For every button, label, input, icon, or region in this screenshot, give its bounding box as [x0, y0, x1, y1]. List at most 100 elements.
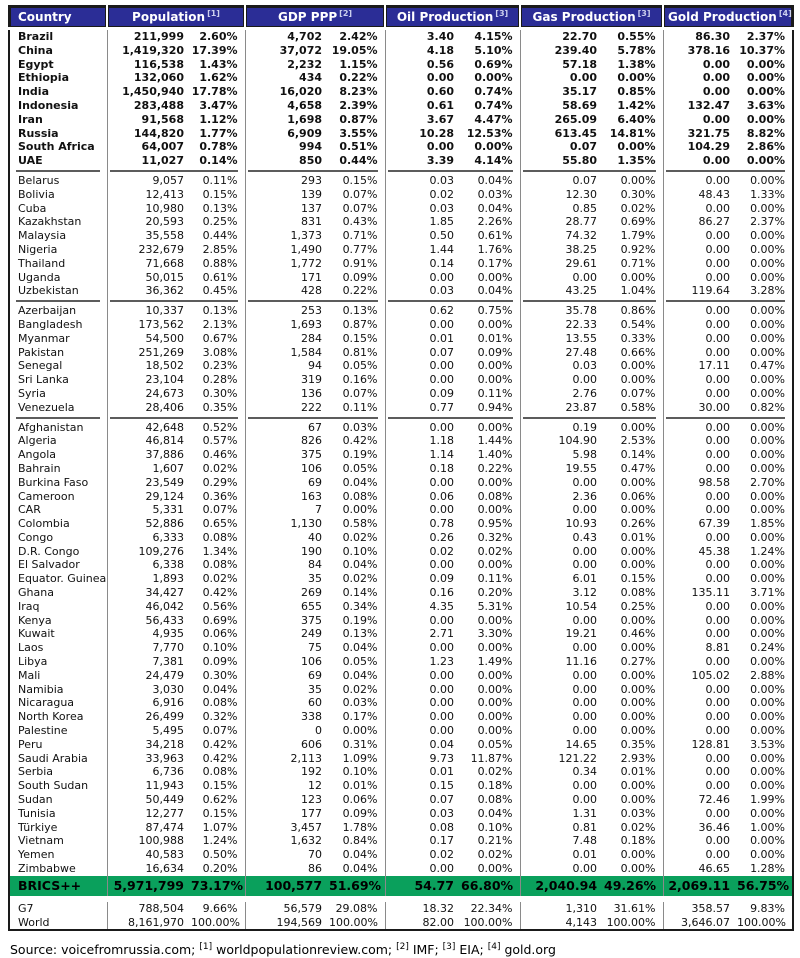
value-cell: 100,577	[244, 875, 330, 896]
value-cell: 0.87%	[342, 317, 378, 331]
value-cell: 0.02	[384, 848, 462, 863]
value-cell: 0.13%	[342, 304, 378, 318]
value-cell: 40,583	[106, 848, 191, 863]
value-cell: 26,499	[106, 710, 191, 725]
value-cell: 54,500	[106, 331, 191, 346]
value-cell: 0.10%	[342, 544, 378, 558]
table-row: Congo 6,333 0.08% 40 0.02% 0.26 0.32% 0.43 0.01%…	[9, 530, 793, 545]
value-cell: 1.04%	[620, 284, 656, 298]
value-cell: 0.00	[384, 724, 462, 738]
value-cell: 10.93	[519, 517, 605, 531]
table-row: El Salvador 6,338 0.08% 84 0.04% 0.00 0.00% 0.0…	[9, 558, 793, 573]
value-cell: 69	[244, 475, 330, 490]
value-cell: 34,218	[106, 737, 191, 752]
value-cell: 0.00	[662, 317, 738, 332]
value-cell: 2.76	[519, 386, 605, 401]
table-row: World 8,161,970 100.00% 194,569 100.00% 82.00…	[9, 915, 793, 931]
value-cell: 0.78	[384, 517, 462, 531]
value-cell: 0.00%	[620, 420, 656, 434]
value-cell: 19.55	[519, 461, 605, 476]
value-cell: 82.00	[384, 915, 462, 931]
country-cell: Russia	[18, 126, 59, 140]
value-cell: 434	[244, 71, 330, 86]
value-cell: 0.00	[662, 572, 738, 587]
value-cell: 0.74%	[474, 98, 513, 112]
value-cell: 0.00%	[750, 242, 786, 256]
value-cell: 0.07%	[620, 386, 656, 400]
country-cell: Pakistan	[18, 345, 65, 359]
value-cell: 269	[244, 586, 330, 600]
value-cell: 0.00	[662, 57, 738, 72]
value-cell: 5.98	[519, 448, 605, 462]
value-cell: 0.00	[519, 373, 605, 387]
value-cell: 50,449	[106, 793, 191, 807]
value-cell: 0.00%	[342, 503, 378, 517]
value-cell: 0.00	[662, 613, 738, 628]
value-cell: 1.49%	[477, 655, 513, 669]
value-cell: 0.00%	[477, 359, 513, 373]
value-cell: 1.24%	[750, 544, 786, 558]
value-cell: 0.00%	[750, 461, 786, 475]
country-cell: CAR	[18, 503, 41, 517]
value-cell: 4,658	[244, 98, 330, 113]
value-cell: 253	[244, 304, 330, 318]
value-cell: 14.65	[519, 737, 605, 752]
value-cell: 1.44	[384, 242, 462, 257]
value-cell: 35.78	[519, 304, 605, 318]
value-cell: 0.10%	[342, 765, 378, 779]
value-cell: 0.07%	[202, 503, 238, 517]
value-cell: 12,277	[106, 806, 191, 821]
value-cell: 17.78%	[191, 85, 238, 99]
country-cell: Bangladesh	[18, 317, 83, 331]
value-cell: 1.99%	[750, 793, 786, 807]
value-cell: 1,693	[244, 317, 330, 332]
value-cell: 375	[244, 613, 330, 628]
value-cell: 192	[244, 765, 330, 780]
value-cell: 0.17	[384, 834, 462, 849]
value-cell: 0.00	[662, 373, 738, 387]
value-cell: 23,104	[106, 373, 191, 387]
value-cell: 0.00%	[620, 779, 656, 793]
value-cell: 0.00	[519, 558, 605, 573]
value-cell: 19.21	[519, 627, 605, 642]
value-cell: 0.00%	[620, 724, 656, 738]
value-cell: 0.00	[662, 461, 738, 476]
value-cell: 37,072	[244, 43, 330, 58]
value-cell: 0.00%	[477, 373, 513, 387]
value-cell: 6,916	[106, 696, 191, 711]
value-cell: 35.17	[519, 85, 605, 99]
value-cell: 56,433	[106, 613, 191, 628]
table-row: Angola 37,886 0.46% 375 0.19% 1.14 1.40% 5.98 0.…	[9, 448, 793, 462]
value-cell: 0.00%	[620, 613, 656, 627]
table-row: Egypt 116,538 1.43% 2,232 1.15% 0.56 0.69% 57.1…	[9, 57, 793, 72]
value-cell: 338	[244, 710, 330, 725]
value-cell: 0.15%	[202, 806, 238, 820]
value-cell: 2,113	[244, 751, 330, 766]
value-cell: 0.61%	[202, 270, 238, 284]
value-cell: 0.16%	[342, 373, 378, 387]
table-row: Cameroon 29,124 0.36% 163 0.08% 0.06 0.08% 2.36…	[9, 489, 793, 504]
value-cell: 1.77%	[199, 126, 238, 140]
value-cell: 0.15%	[342, 331, 378, 345]
value-cell: 0.00%	[750, 613, 786, 627]
value-cell: 1.78%	[342, 820, 378, 834]
value-cell: 1,632	[244, 834, 330, 849]
value-cell: 105.02	[662, 668, 738, 683]
value-cell: 0.00	[384, 503, 462, 518]
value-cell: 2.39%	[339, 98, 378, 112]
value-cell: 2,232	[244, 57, 330, 72]
value-cell: 0.22%	[339, 71, 378, 85]
value-cell: 56,579	[244, 901, 330, 916]
value-cell: 321.75	[662, 126, 738, 141]
value-cell: 0.13%	[342, 627, 378, 641]
value-cell: 0.00%	[746, 112, 786, 126]
value-cell: 0.00%	[750, 489, 786, 503]
value-cell: 0.26	[384, 530, 462, 545]
value-cell: 0.85%	[617, 85, 656, 99]
country-cell: Libya	[18, 655, 48, 669]
value-cell: 0.03	[384, 284, 462, 299]
value-cell: 211,999	[106, 28, 191, 44]
value-cell: 10.28	[384, 126, 462, 141]
footnote-ref: [3]	[442, 942, 456, 953]
value-cell: 0.15%	[620, 572, 656, 586]
